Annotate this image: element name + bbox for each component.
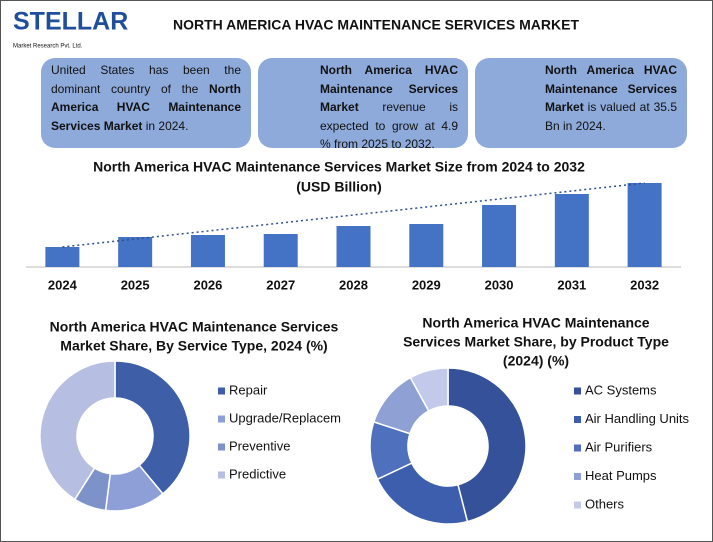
- info-text: United States has been the dominant coun…: [51, 63, 241, 96]
- bar: [45, 247, 80, 267]
- logo-tagline: Market Research Pvt. Ltd.: [13, 44, 83, 50]
- x-tick-label: 2028: [339, 277, 368, 292]
- legend-label: AC Systems: [585, 382, 657, 397]
- bar: [263, 234, 298, 267]
- legend-label: Preventive: [229, 438, 290, 453]
- donut-slice: [447, 367, 527, 523]
- info-text: is valued at 35.5 Bn in 2024.: [545, 100, 677, 133]
- legend-label: Others: [585, 496, 625, 511]
- legend-label: Repair: [229, 382, 268, 397]
- main-title: NORTH AMERICA HVAC MAINTENANCE SERVICES …: [173, 17, 579, 33]
- chart-subtitle: (USD Billion): [296, 179, 382, 195]
- info-text: revenue is expected to grow at 4.9 % fro…: [320, 100, 458, 151]
- legend-label: Heat Pumps: [585, 468, 657, 483]
- donut-slice: [409, 367, 449, 412]
- bar: [118, 237, 153, 267]
- legend-swatch: [574, 444, 581, 452]
- info-text: in 2024.: [142, 118, 189, 133]
- legend-label: Air Purifiers: [585, 439, 653, 454]
- legend-swatch: [574, 501, 581, 509]
- bar: [554, 194, 589, 267]
- info-box: United States has been the dominant coun…: [41, 58, 251, 148]
- legend-swatch: [574, 387, 581, 395]
- x-tick-label: 2029: [412, 277, 441, 292]
- x-tick-label: 2030: [485, 277, 514, 292]
- x-tick-label: 2025: [121, 277, 150, 292]
- x-tick-label: 2027: [266, 277, 295, 292]
- bar: [336, 226, 371, 267]
- chart-title: Market Share, By Service Type, 2024 (%): [60, 338, 327, 354]
- chart-title: Services Market Share, by Product Type: [403, 334, 669, 350]
- legend-label: Upgrade/Replacem: [229, 410, 341, 425]
- chart-title: North America HVAC Maintenance Services: [50, 319, 339, 335]
- x-tick-label: 2031: [557, 277, 586, 292]
- bar: [627, 183, 662, 267]
- x-tick-label: 2032: [630, 277, 659, 292]
- info-box: North America HVAC Maintenance Services …: [475, 58, 687, 148]
- legend-swatch: [218, 387, 225, 395]
- x-tick-label: 2026: [193, 277, 222, 292]
- info-text: North America HVAC Maintenance Services …: [51, 81, 241, 133]
- chart-title: North America HVAC Maintenance Services …: [93, 159, 585, 175]
- legend-label: Air Handling Units: [585, 411, 690, 426]
- info-box: North America HVAC Maintenance Services …: [258, 58, 468, 151]
- logo: STELLAR: [13, 8, 128, 36]
- x-tick-label: 2024: [48, 277, 78, 292]
- chart-title: North America HVAC Maintenance: [422, 315, 649, 331]
- info-text: North America HVAC Maintenance Services …: [545, 63, 677, 114]
- donut-slice: [114, 360, 191, 495]
- bar: [409, 224, 444, 267]
- legend-swatch: [574, 416, 581, 423]
- legend-swatch: [574, 473, 581, 480]
- bar: [190, 235, 225, 267]
- chart-title: (2024) (%): [503, 353, 569, 369]
- bar: [482, 205, 517, 267]
- legend-label: Predictive: [229, 466, 286, 481]
- donut-slice: [39, 360, 116, 501]
- legend-swatch: [218, 443, 225, 451]
- legend-swatch: [218, 471, 225, 479]
- info-text: North America HVAC Maintenance Services …: [320, 63, 458, 114]
- legend-swatch: [218, 415, 225, 423]
